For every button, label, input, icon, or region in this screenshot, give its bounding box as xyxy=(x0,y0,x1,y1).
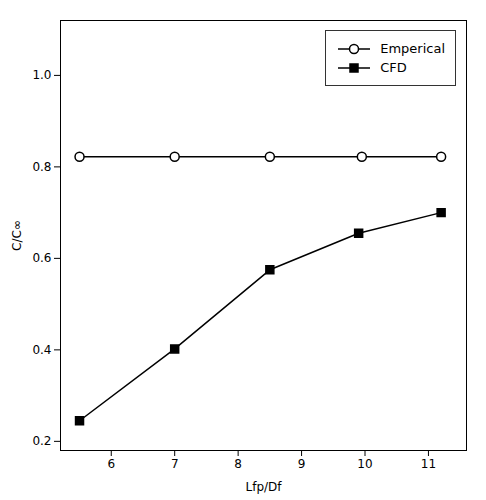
svg-text:10: 10 xyxy=(357,457,372,471)
svg-text:0.2: 0.2 xyxy=(32,434,51,448)
svg-text:7: 7 xyxy=(171,457,179,471)
html-text:CFD: CFD xyxy=(380,60,407,75)
svg-text:0.8: 0.8 xyxy=(32,160,51,174)
svg-text:11: 11 xyxy=(421,457,436,471)
svg-text:C/C∞: C/C∞ xyxy=(10,220,24,251)
svg-text:6: 6 xyxy=(107,457,115,471)
html-text:Emperical: Emperical xyxy=(380,41,445,56)
svg-text:1.0: 1.0 xyxy=(32,68,51,82)
svg-text:8: 8 xyxy=(234,457,242,471)
svg-text:0.4: 0.4 xyxy=(32,343,51,357)
svg-text:Lfp/Df: Lfp/Df xyxy=(245,480,282,494)
svg-text:0.6: 0.6 xyxy=(32,251,51,265)
svg-text:9: 9 xyxy=(298,457,306,471)
